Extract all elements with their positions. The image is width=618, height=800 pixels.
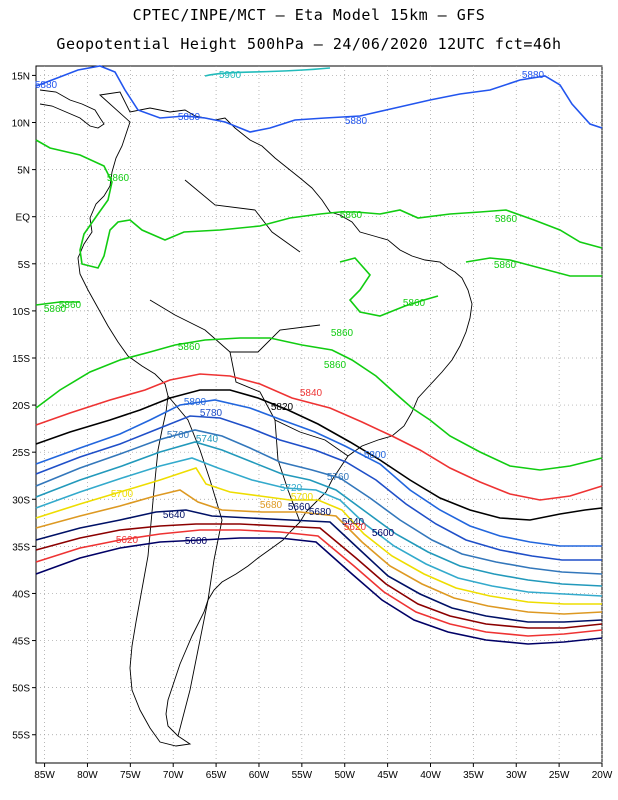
contour-label: 5700 bbox=[111, 489, 134, 500]
longitude-axis: 85W 80W 75W 70W 65W 60W 55W 50W 45W 40W 35W 30W 25W 2… bbox=[34, 763, 613, 781]
lat-tick-label: 30S bbox=[12, 495, 30, 506]
central-america-coastline bbox=[39, 89, 105, 129]
lat-tick-label: 45S bbox=[12, 637, 30, 648]
contour-label: 5720 bbox=[280, 483, 303, 494]
lon-tick-label: 30W bbox=[506, 770, 527, 781]
contour-label: 5620 bbox=[116, 535, 139, 546]
lon-tick-label: 65W bbox=[206, 770, 227, 781]
lon-tick-label: 70W bbox=[163, 770, 184, 781]
contour-label: 5860 bbox=[107, 173, 130, 184]
contour-5900 bbox=[204, 67, 331, 77]
lat-tick-label: EQ bbox=[16, 213, 31, 224]
lat-tick-label: 35S bbox=[12, 542, 30, 553]
contour-label: 5760 bbox=[167, 430, 190, 441]
contour-label: 5860 bbox=[44, 304, 67, 315]
contour-label: 5600 bbox=[372, 528, 395, 539]
contour-5820 bbox=[35, 389, 603, 521]
contour-label: 5700 bbox=[291, 492, 314, 503]
coastlines bbox=[39, 89, 473, 747]
contour-5760 bbox=[35, 429, 603, 575]
lon-tick-label: 80W bbox=[77, 770, 98, 781]
contour-5780 bbox=[35, 415, 602, 561]
contour-5860 bbox=[35, 301, 80, 306]
lat-tick-label: 40S bbox=[12, 589, 30, 600]
lon-tick-label: 50W bbox=[334, 770, 355, 781]
contour-label: 5860 bbox=[340, 210, 363, 221]
contour-5740 bbox=[35, 441, 603, 587]
contour-label: 5680 bbox=[309, 507, 332, 518]
contour-label: 5640 bbox=[342, 517, 365, 528]
contour-label: 5860 bbox=[495, 214, 518, 225]
contour-5640 bbox=[35, 523, 603, 629]
contour-label: 5620 bbox=[344, 522, 367, 533]
lat-tick-label: 5S bbox=[18, 260, 31, 271]
lat-tick-label: 55S bbox=[12, 731, 30, 742]
latitude-axis: 15N 10N 5N EQ 5S 10S 15S 20S 25S 30S 35S 40S 45S 50S 5… bbox=[12, 71, 36, 742]
contour-5680 bbox=[35, 489, 603, 615]
contour-label: 5760 bbox=[327, 472, 350, 483]
contour-label: 5800 bbox=[364, 450, 387, 461]
contour-5660 bbox=[35, 509, 603, 623]
lon-tick-label: 75W bbox=[120, 770, 141, 781]
contour-5860 bbox=[35, 337, 603, 471]
lat-tick-label: 5N bbox=[17, 166, 30, 177]
contour-5860 bbox=[339, 257, 439, 317]
contour-label: 5840 bbox=[300, 388, 323, 399]
contour-label: 5860 bbox=[403, 298, 426, 309]
contour-label: 5880 bbox=[35, 80, 58, 91]
contour-label: 5600 bbox=[185, 536, 208, 547]
contour-label: 5820 bbox=[271, 402, 294, 413]
lon-tick-label: 20W bbox=[592, 770, 613, 781]
contour-label: 5860 bbox=[494, 260, 517, 271]
contour-label: 5860 bbox=[324, 360, 347, 371]
lat-lon-grid bbox=[36, 66, 603, 763]
map-frame bbox=[35, 65, 603, 764]
contour-label: 5800 bbox=[184, 397, 207, 408]
contour-5860 bbox=[465, 257, 602, 277]
lat-tick-label: 10S bbox=[12, 307, 30, 318]
contour-label: 5860 bbox=[59, 300, 82, 311]
map-subtitle: Geopotential Height 500hPa – 24/06/2020 … bbox=[56, 35, 562, 53]
lat-tick-label: 15N bbox=[12, 71, 30, 82]
lon-tick-label: 55W bbox=[292, 770, 313, 781]
south-america-coastline bbox=[77, 91, 473, 747]
contour-label: 5900 bbox=[219, 70, 242, 81]
lon-tick-label: 40W bbox=[420, 770, 441, 781]
map-title: CPTEC/INPE/MCT – Eta Model 15km – GFS bbox=[132, 6, 486, 24]
lat-tick-label: 10N bbox=[12, 119, 30, 130]
contour-5800 bbox=[35, 399, 602, 547]
contour-5720 bbox=[35, 457, 603, 597]
contour-5880 bbox=[35, 65, 603, 133]
lon-tick-label: 60W bbox=[249, 770, 270, 781]
contour-5860 bbox=[35, 139, 603, 269]
contour-5700 bbox=[35, 467, 602, 605]
lon-tick-label: 85W bbox=[34, 770, 55, 781]
contour-5600 bbox=[35, 537, 603, 645]
contour-5620 bbox=[35, 529, 603, 637]
country-border bbox=[184, 179, 301, 253]
lat-tick-label: 15S bbox=[12, 354, 30, 365]
contour-label: 5880 bbox=[178, 112, 201, 123]
lat-tick-label: 20S bbox=[12, 401, 30, 412]
contour-lines bbox=[35, 65, 603, 645]
contour-label: 5860 bbox=[331, 328, 354, 339]
lat-tick-label: 25S bbox=[12, 448, 30, 459]
contour-label: 5660 bbox=[288, 502, 311, 513]
lon-tick-label: 45W bbox=[377, 770, 398, 781]
contour-label: 5780 bbox=[200, 408, 223, 419]
country-border bbox=[167, 395, 223, 737]
lon-tick-label: 25W bbox=[549, 770, 570, 781]
contour-label: 5880 bbox=[522, 70, 545, 81]
contour-label: 5880 bbox=[345, 116, 368, 127]
lat-tick-label: 50S bbox=[12, 684, 30, 695]
contour-5840 bbox=[35, 373, 603, 501]
contour-label: 5740 bbox=[196, 434, 219, 445]
contour-label: 5860 bbox=[178, 342, 201, 353]
contour-label: 5640 bbox=[163, 510, 186, 521]
contour-label: 5680 bbox=[260, 500, 283, 511]
lon-tick-label: 35W bbox=[463, 770, 484, 781]
